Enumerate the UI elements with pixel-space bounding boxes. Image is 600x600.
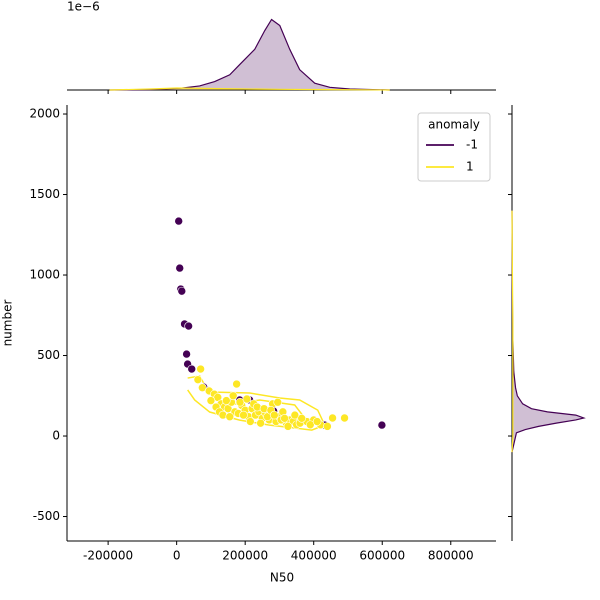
scatter-point: [206, 396, 216, 405]
scatter-point: [174, 216, 184, 226]
scatter-point: [196, 364, 205, 374]
y-tick-label: -500: [33, 509, 60, 523]
scatter-point: [175, 263, 185, 273]
legend-title: anomaly: [428, 118, 480, 132]
scatter-point: [312, 417, 322, 426]
scatter-point: [182, 349, 191, 359]
scatter-point: [225, 412, 235, 422]
scatter-point: [283, 422, 293, 431]
x-tick-label: 400000: [291, 549, 337, 563]
y-tick-label: 1500: [29, 187, 60, 201]
marginal-kde: [109, 87, 390, 91]
scatter-point: [222, 396, 231, 405]
scatter-point: [177, 286, 187, 296]
scatter-point: [187, 364, 197, 374]
scatter-point: [232, 379, 241, 389]
scatter-point: [270, 410, 279, 420]
x-axis-label: N50: [270, 571, 294, 585]
marginal-kde: [511, 210, 586, 453]
x-tick-label: 800000: [428, 549, 474, 563]
scatter-point: [328, 413, 337, 423]
marginal-kde: [109, 18, 390, 91]
legend-label: -1: [466, 138, 478, 152]
y-tick-label: 1000: [29, 268, 60, 282]
scatter-point: [193, 375, 203, 384]
scatter-point: [323, 422, 332, 431]
scatter-point: [239, 410, 248, 420]
scatter-point: [280, 414, 289, 423]
x-tick-label: 0: [173, 549, 181, 563]
x-tick-label: 600000: [359, 549, 405, 563]
scatter-point: [273, 397, 283, 407]
scatter-point: [290, 410, 300, 420]
scatter-point: [235, 397, 245, 407]
offset-label: 1e−6: [67, 0, 100, 14]
x-tick-label: -200000: [83, 549, 133, 563]
scatter-point: [228, 391, 238, 401]
marginal-kde: [511, 210, 514, 453]
y-tick-label: 500: [37, 348, 60, 362]
scatter-point: [198, 383, 207, 393]
y-axis-label: number: [1, 300, 15, 347]
scatter-point: [377, 420, 387, 430]
scatter-point: [242, 394, 252, 404]
legend-label: 1: [466, 160, 474, 174]
y-tick-label: 2000: [29, 107, 60, 121]
legend-box: [417, 112, 491, 182]
scatter-point: [256, 418, 265, 428]
y-tick-label: 0: [52, 429, 60, 443]
x-tick-label: 200000: [222, 549, 268, 563]
scatter-point: [246, 417, 255, 426]
scatter-point: [305, 420, 315, 430]
scatter-point: [340, 413, 349, 423]
scatter-point: [184, 321, 193, 331]
scatter-point: [297, 414, 307, 423]
